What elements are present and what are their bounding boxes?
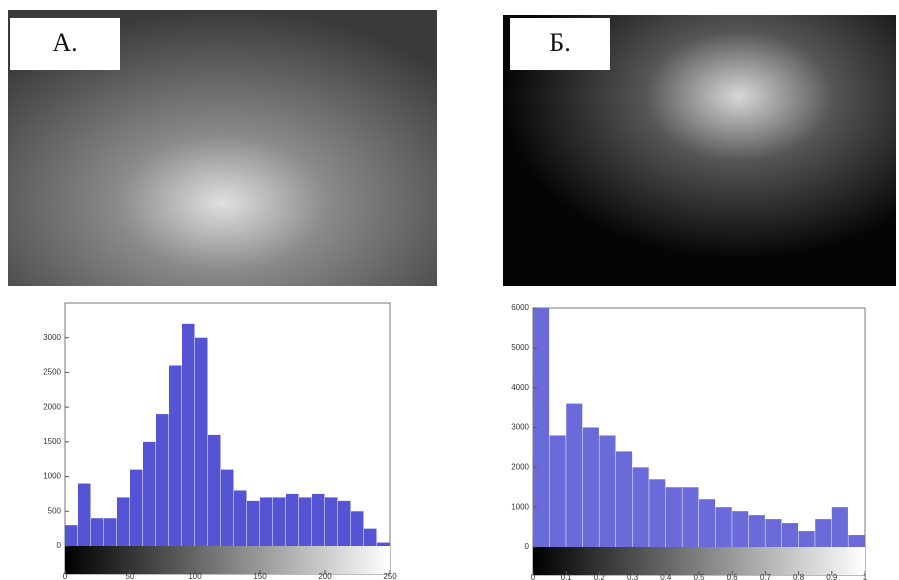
- bar: [848, 535, 865, 547]
- bar: [65, 525, 78, 546]
- panel-label: А.: [52, 28, 77, 57]
- bar: [286, 493, 299, 546]
- bar: [549, 435, 566, 547]
- x-tick-label: 0.8: [793, 573, 805, 580]
- bar: [91, 518, 104, 546]
- y-tick-label: 0: [57, 541, 62, 550]
- bar: [377, 542, 390, 546]
- bar: [748, 515, 765, 547]
- bar: [169, 365, 182, 546]
- bar: [699, 499, 716, 547]
- x-tick-label: 50: [126, 572, 135, 580]
- y-tick-label: 1000: [511, 502, 529, 511]
- y-tick-label: 2000: [43, 402, 61, 411]
- bar: [195, 337, 208, 546]
- bar: [665, 487, 682, 547]
- y-tick-label: 3000: [511, 423, 529, 432]
- y-tick-label: 2500: [43, 368, 61, 377]
- bar: [798, 531, 815, 547]
- bar: [616, 451, 633, 547]
- label-box: [510, 18, 610, 70]
- bar: [649, 479, 666, 547]
- bar: [156, 414, 169, 546]
- x-tick-label: 200: [318, 572, 332, 580]
- bar: [325, 497, 338, 546]
- bar: [682, 487, 699, 547]
- bar: [247, 500, 260, 546]
- label-box: [10, 18, 120, 70]
- y-tick-label: 2000: [511, 462, 529, 471]
- bar: [599, 435, 616, 547]
- bar: [182, 323, 195, 546]
- bar: [130, 469, 143, 546]
- x-tick-label: 100: [188, 572, 202, 580]
- x-tick-label: 1: [863, 573, 868, 580]
- bar: [273, 497, 286, 546]
- bar: [208, 434, 221, 546]
- bar: [632, 467, 649, 547]
- bar: [351, 511, 364, 546]
- bar: [78, 483, 91, 546]
- bar: [815, 519, 832, 547]
- bar: [765, 519, 782, 547]
- x-tick-label: 0.2: [594, 573, 606, 580]
- bar: [364, 528, 377, 546]
- x-tick-label: 0.9: [826, 573, 838, 580]
- y-tick-label: 4000: [511, 383, 529, 392]
- y-tick-label: 3000: [43, 333, 61, 342]
- x-tick-label: 0.4: [660, 573, 672, 580]
- bar: [732, 511, 749, 547]
- bar: [312, 493, 325, 546]
- y-tick-label: 1000: [43, 472, 61, 481]
- bar: [260, 497, 273, 546]
- x-tick-label: 250: [383, 572, 397, 580]
- bar: [143, 441, 156, 546]
- bar: [338, 500, 351, 546]
- bar: [117, 497, 130, 546]
- bar: [234, 490, 247, 546]
- bar: [831, 507, 848, 547]
- colorbar: [533, 547, 865, 575]
- x-tick-label: 0.7: [760, 573, 772, 580]
- y-tick-label: 6000: [511, 303, 529, 312]
- x-tick-label: 0: [531, 573, 536, 580]
- bar: [566, 403, 583, 547]
- x-tick-label: 0.5: [693, 573, 705, 580]
- bar: [715, 507, 732, 547]
- y-tick-label: 1500: [43, 437, 61, 446]
- bar: [582, 427, 599, 547]
- x-tick-label: 0.3: [627, 573, 639, 580]
- colorbar: [65, 546, 390, 574]
- x-tick-label: 0: [63, 572, 68, 580]
- bar: [104, 518, 117, 546]
- x-tick-label: 150: [253, 572, 267, 580]
- bar: [221, 469, 234, 546]
- bar: [299, 497, 312, 546]
- x-tick-label: 0.1: [561, 573, 573, 580]
- y-tick-label: 0: [525, 542, 530, 551]
- bar: [533, 308, 550, 547]
- y-tick-label: 5000: [511, 343, 529, 352]
- x-tick-label: 0.6: [727, 573, 739, 580]
- bar: [782, 523, 799, 547]
- y-tick-label: 500: [48, 506, 62, 515]
- panel-label: Б.: [549, 28, 570, 57]
